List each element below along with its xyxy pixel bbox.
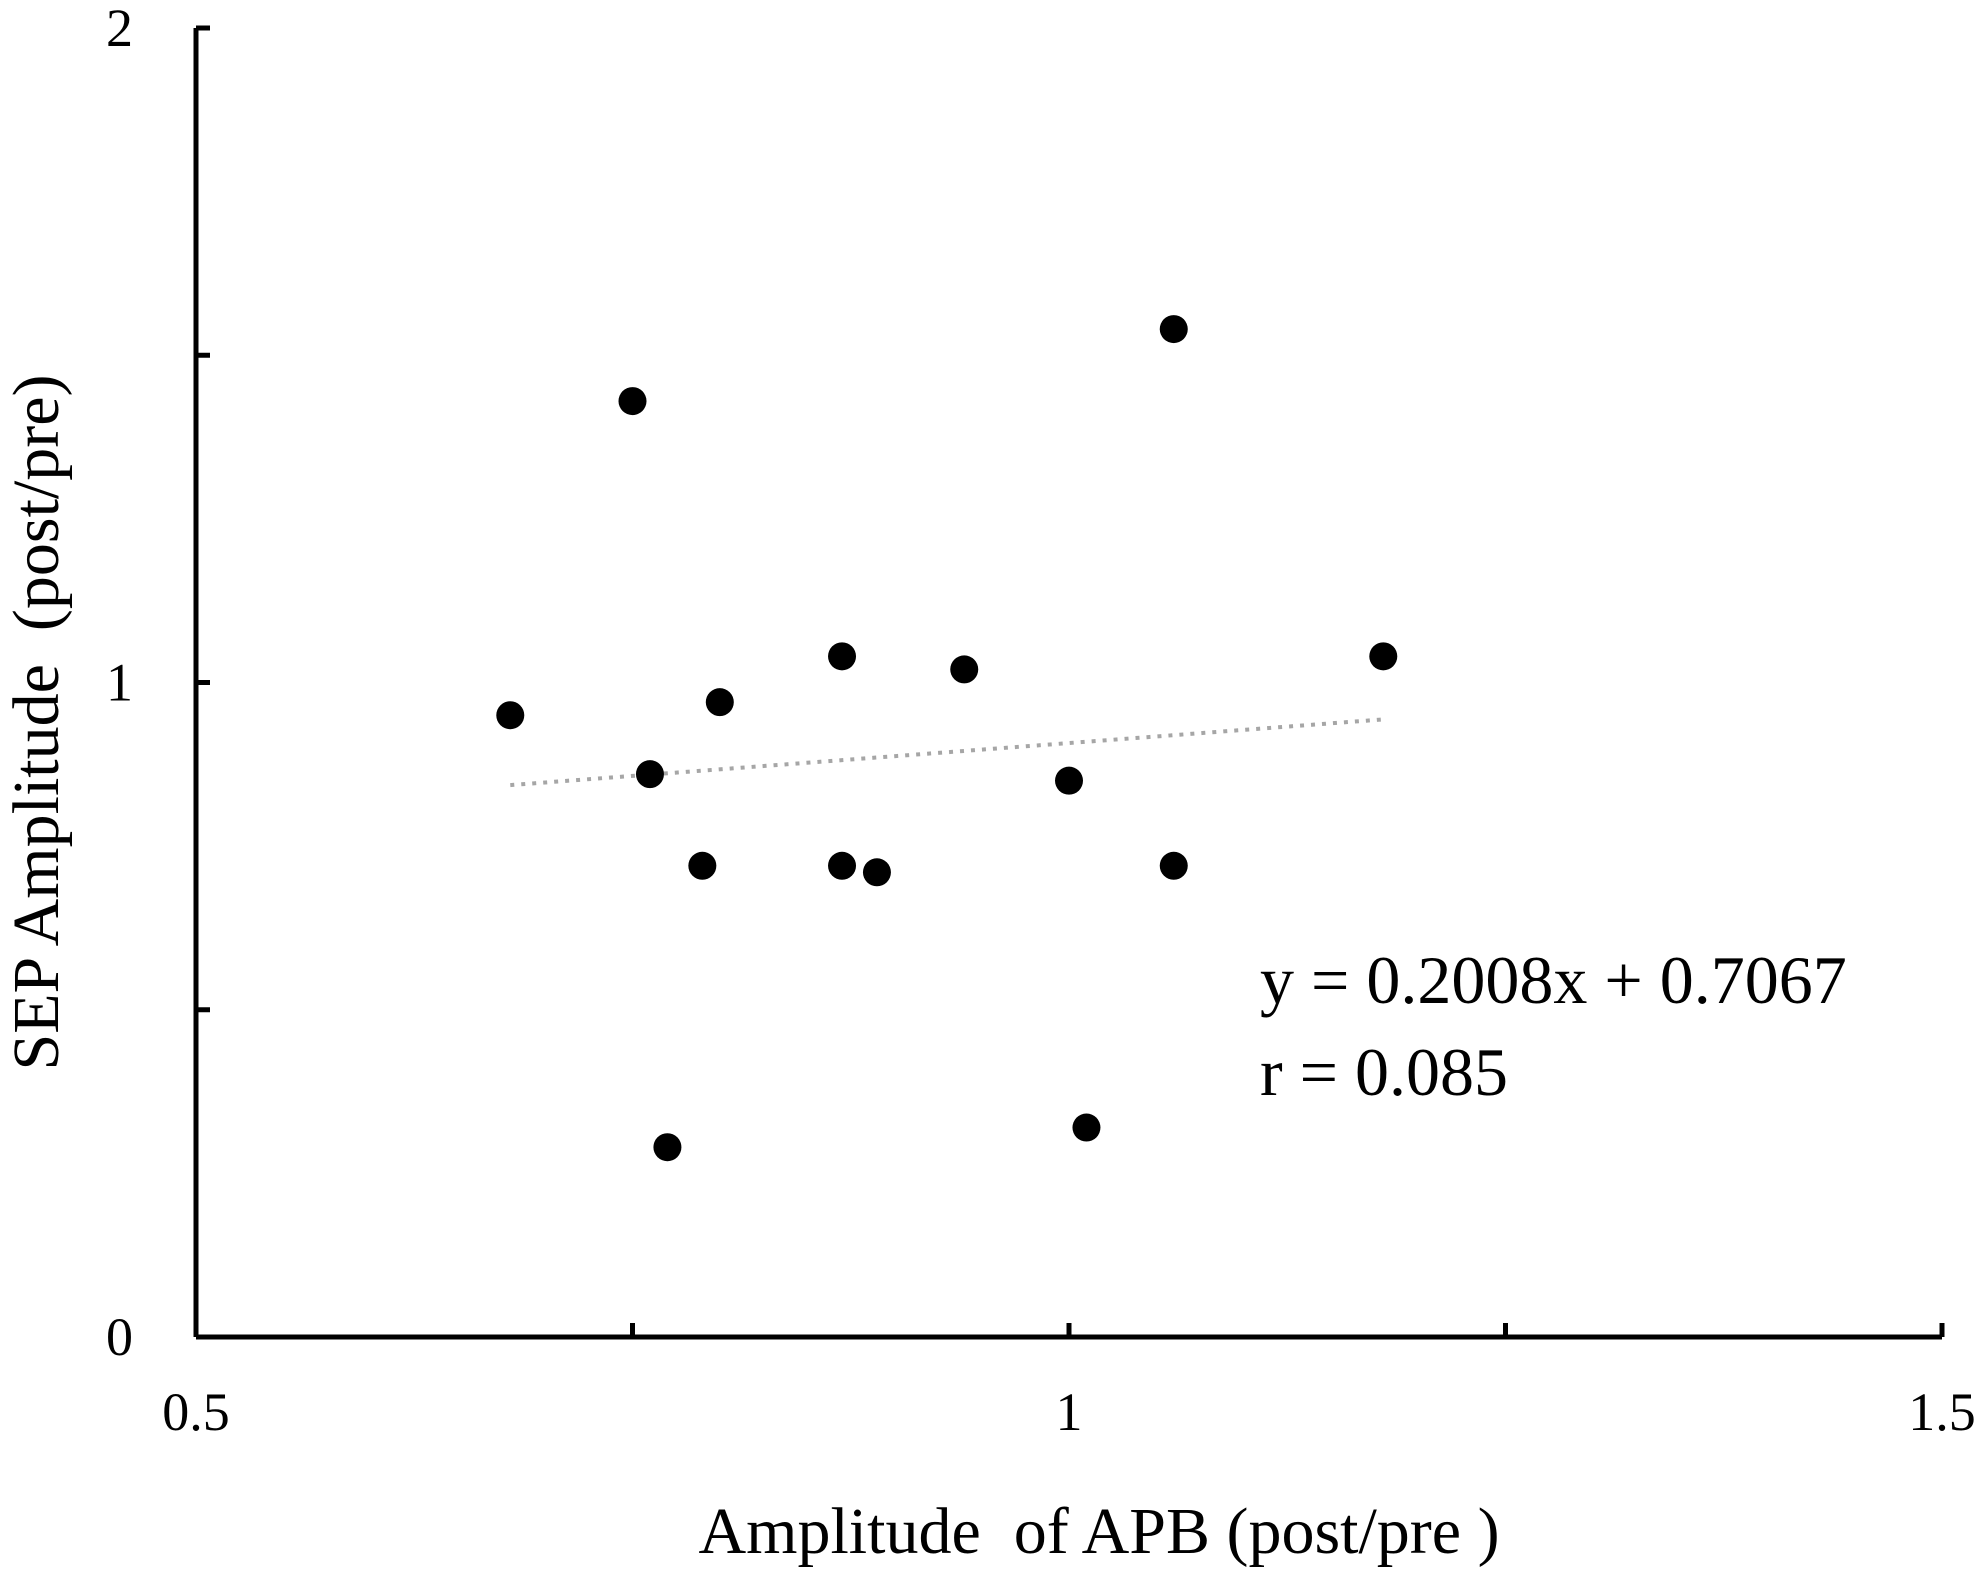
data-point-7: [828, 851, 857, 880]
data-point-9: [950, 655, 979, 684]
x-tick-label-0: 0.5: [162, 1382, 230, 1442]
data-point-10: [1055, 766, 1083, 795]
y-axis-title: SEP Amplitude (post/pre): [0, 374, 73, 1070]
data-points: [496, 315, 1398, 1162]
data-point-4: [688, 851, 717, 880]
x-axis-tick-labels: 0.5 1 1.5: [162, 1382, 1976, 1442]
y-tick-label-0: 0: [106, 1307, 133, 1367]
y-axis-tick-labels: 0 1 2: [106, 0, 133, 1367]
correlation-coefficient: r = 0.085: [1260, 1034, 1508, 1110]
data-point-12: [1159, 315, 1188, 344]
y-axis-ticks: [196, 25, 210, 1340]
data-point-5: [705, 688, 734, 717]
x-axis-title: Amplitude of APB (post/pre ): [698, 1495, 1499, 1568]
x-tick-label-2: 1.5: [1908, 1382, 1976, 1442]
data-point-2: [635, 760, 664, 789]
axes: [193, 25, 1945, 1340]
data-point-11: [1072, 1113, 1101, 1142]
data-point-1: [618, 387, 647, 416]
data-point-8: [862, 858, 891, 887]
x-tick-label-1: 1: [1056, 1382, 1083, 1442]
data-point-13: [1159, 851, 1188, 880]
data-point-0: [496, 701, 525, 730]
data-point-6: [828, 642, 857, 671]
y-tick-label-1: 1: [106, 653, 133, 713]
data-point-14: [1369, 642, 1398, 671]
data-point-3: [653, 1133, 682, 1162]
regression-equation: y = 0.2008x + 0.7067: [1260, 942, 1847, 1018]
y-tick-label-2: 2: [106, 0, 133, 58]
